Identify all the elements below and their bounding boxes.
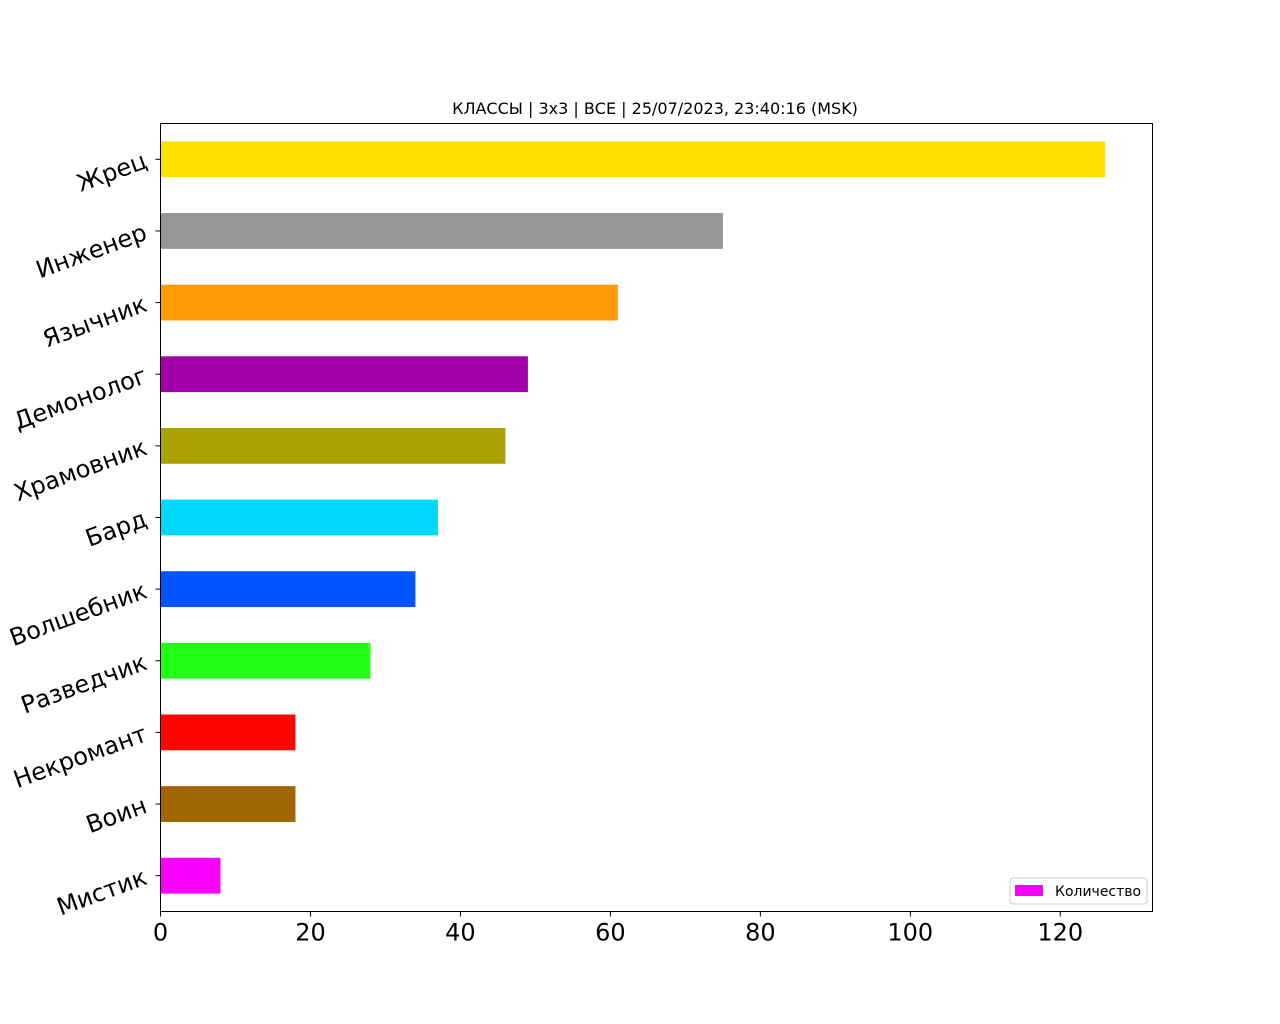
- category-label: Разведчик: [17, 648, 150, 719]
- bar-6: [160, 499, 438, 536]
- bar-4: [160, 356, 528, 393]
- x-axis-ticks: 0 20 40 60 80 100 120: [153, 911, 1083, 947]
- x-tick-label: 60: [595, 919, 626, 947]
- chart-title: КЛАССЫ | 3x3 | ВСЕ | 25/07/2023, 23:40:1…: [452, 99, 858, 118]
- bars-layer: [160, 141, 1106, 894]
- category-label: Демонолог: [10, 362, 150, 436]
- category-label: Бард: [82, 505, 151, 553]
- category-label: Храмовник: [10, 433, 150, 507]
- x-tick-label: 100: [887, 919, 933, 947]
- category-label: Волшебник: [6, 576, 151, 651]
- category-label: Мистик: [53, 863, 151, 921]
- bar-2: [160, 213, 723, 249]
- x-tick-label: 0: [153, 919, 168, 947]
- bar-9: [160, 714, 296, 751]
- legend-box: [1009, 877, 1148, 905]
- bar-5: [160, 427, 506, 464]
- category-label: Инженер: [32, 218, 150, 284]
- bar-11: [160, 857, 221, 894]
- category-label: Некромант: [10, 720, 151, 794]
- x-tick-label: 20: [295, 919, 326, 947]
- category-label: Воин: [82, 791, 150, 839]
- bar-10: [160, 786, 296, 822]
- x-tick-label: 120: [1037, 919, 1083, 947]
- plot-frame: [160, 123, 1153, 912]
- legend-label: Количество: [1055, 884, 1141, 900]
- x-tick-label: 80: [745, 919, 776, 947]
- bar-8: [160, 642, 371, 679]
- bar-7: [160, 571, 416, 608]
- legend: Количество: [1009, 877, 1148, 905]
- bar-1: [160, 141, 1106, 178]
- x-tick-label: 40: [445, 919, 476, 947]
- category-label: Жрец: [73, 147, 150, 198]
- legend-swatch: [1015, 885, 1043, 896]
- bar-3: [160, 284, 618, 321]
- category-label: Язычник: [39, 290, 150, 353]
